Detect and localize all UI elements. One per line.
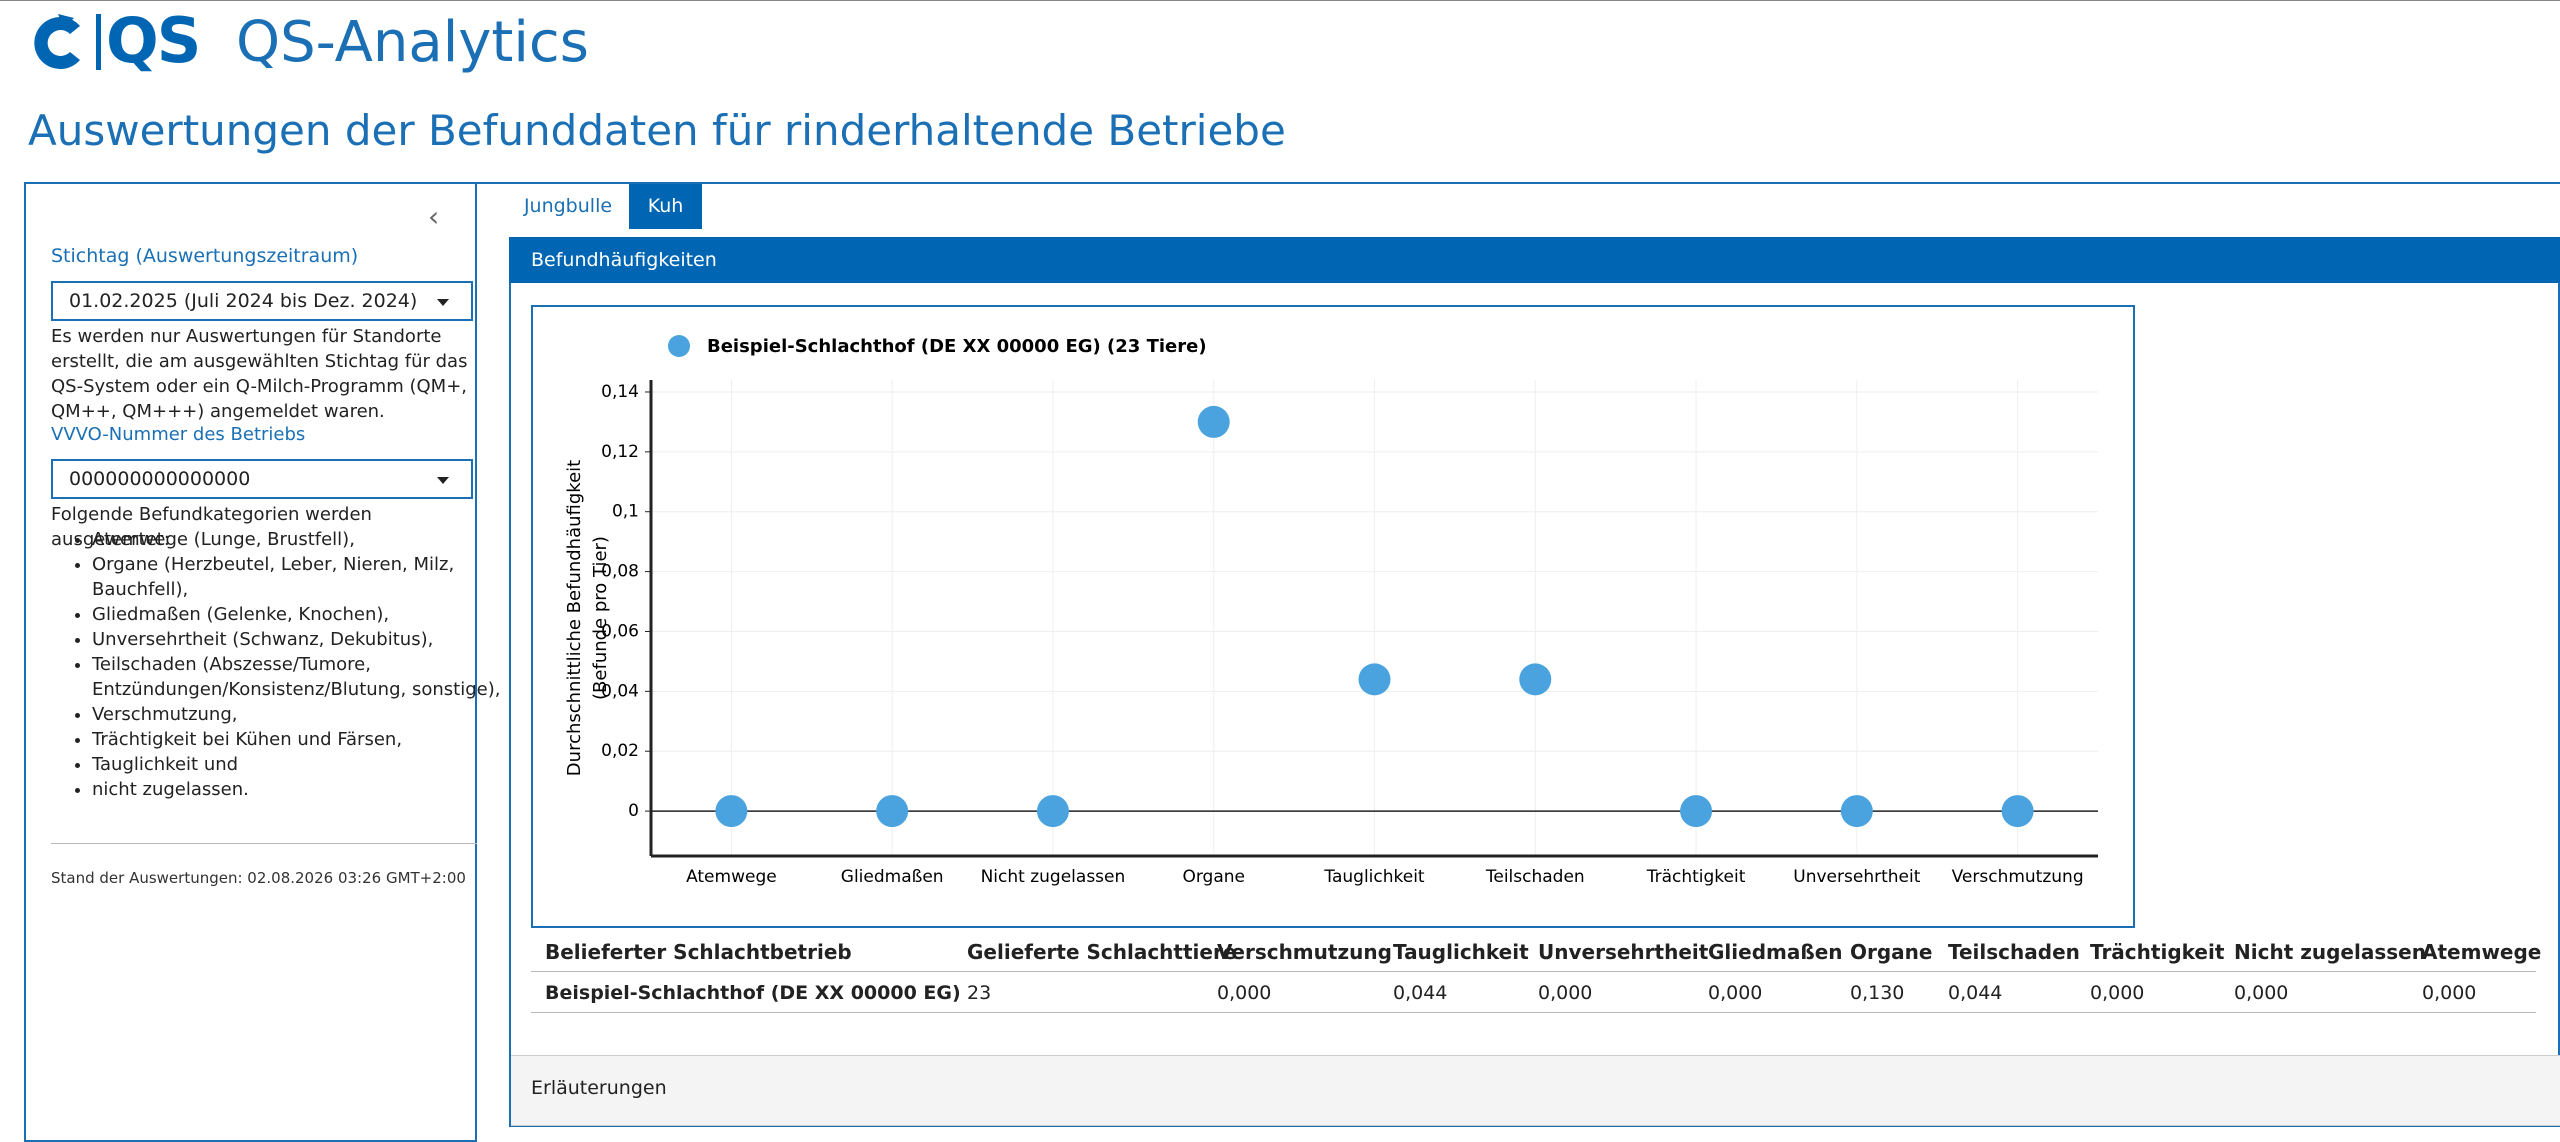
logo-separator (96, 14, 101, 70)
x-tick-label: Organe (1182, 867, 1245, 887)
table-header: Verschmutzung (1217, 940, 1392, 964)
table-cell: 0,000 (2090, 982, 2145, 1004)
table-header: Teilschaden (1948, 940, 2080, 964)
point (1519, 663, 1552, 696)
point (2001, 795, 2034, 828)
x-tick-label: Tauglichkeit (1323, 867, 1425, 887)
category-item: Unversehrtheit (Schwanz, Dekubitus), (92, 627, 522, 652)
point (1036, 795, 1069, 828)
y-tick-label: 0,14 (601, 382, 639, 402)
app-title: QS-Analytics (236, 10, 589, 75)
x-tick-label: Unversehrtheit (1793, 867, 1920, 887)
category-item: Teilschaden (Abszesse/Tumore, Entzündung… (92, 652, 522, 702)
x-tick-label: Verschmutzung (1952, 867, 2084, 887)
y-tick-label: 0 (628, 801, 639, 821)
table-cell: 0,000 (1538, 982, 1593, 1004)
y-tick-label: 0,06 (601, 621, 639, 641)
point (715, 795, 748, 828)
tab[interactable]: Jungbulle (523, 195, 613, 217)
x-tick-label: Gliedmaßen (841, 867, 944, 887)
table-rule (531, 1012, 2536, 1013)
table-rule (531, 971, 2536, 972)
y-axis-label: (Befunde pro Tier) (590, 536, 611, 700)
categories-list: Atemwege (Lunge, Brustfell),Organe (Herz… (51, 527, 522, 802)
table-header: Belieferter Schlachtbetrieb (545, 940, 852, 964)
table-cell: 0,044 (1948, 982, 2003, 1004)
table-cell: 0,044 (1393, 982, 1448, 1004)
table-cell: 0,000 (1217, 982, 1272, 1004)
categories-intro: Folgende Befundkategorien werden ausgewe… (51, 504, 372, 550)
vvvo-label: VVVO-Nummer des Betriebs (51, 424, 306, 445)
table-header: Nicht zugelassen (2234, 940, 2426, 964)
table-cell: 0,000 (1708, 982, 1763, 1004)
table-header: Gliedmaßen (1708, 940, 1843, 964)
x-tick-label: Trächtigkeit (1646, 867, 1746, 887)
x-tick-label: Teilschaden (1485, 867, 1585, 887)
table-header: Gelieferte Schlachttiere (967, 940, 1237, 964)
y-tick-label: 0,02 (601, 741, 639, 761)
table-header: Organe (1850, 940, 1933, 964)
main-top (477, 182, 2560, 184)
tab-active[interactable]: Kuh (629, 184, 702, 229)
panel-title: Befundhäufigkeiten (509, 237, 2560, 283)
point (1840, 795, 1873, 828)
category-item: Gliedmaßen (Gelenke, Knochen), (92, 602, 522, 627)
logo-icon (34, 14, 80, 69)
legend-marker (668, 335, 690, 357)
point (1358, 663, 1391, 696)
status: Stand der Auswertungen: 02.08.2026 03:26… (51, 869, 466, 887)
date-label: Stichtag (Auswertungszeitraum) (51, 245, 359, 267)
top-border (0, 0, 2560, 1)
category-item: Organe (Herzbeutel, Leber, Nieren, Milz,… (92, 552, 522, 602)
y-tick-label: 0,1 (612, 502, 639, 522)
category-item: Verschmutzung, (92, 702, 522, 727)
table-header: Trächtigkeit (2090, 940, 2225, 964)
vvvo-select[interactable]: 000000000000000 (51, 459, 473, 499)
point (1197, 405, 1230, 438)
point (1680, 795, 1713, 828)
table-cell: 0,000 (2234, 982, 2289, 1004)
table-cell: 23 (967, 982, 992, 1004)
y-tick-label: 0,08 (601, 562, 639, 582)
point (876, 795, 909, 828)
chart-frame (531, 305, 2135, 928)
collapse-button[interactable]: ‹ (428, 200, 440, 233)
legend-label: Beispiel-Schlachthof (DE XX 00000 EG) (2… (707, 336, 1207, 357)
y-tick-label: 0,12 (601, 442, 639, 462)
category-item: nicht zugelassen. (92, 777, 522, 802)
y-tick-label: 0,04 (601, 681, 639, 701)
table-cell: 0,000 (2422, 982, 2477, 1004)
explanations[interactable]: Erläuterungen (531, 1077, 667, 1099)
category-item: Atemwege (Lunge, Brustfell), (92, 527, 522, 552)
page-title: Auswertungen der Befunddaten für rinderh… (28, 106, 1286, 155)
date-select[interactable]: 01.02.2025 (Juli 2024 bis Dez. 2024) (51, 281, 473, 321)
y-axis-label: Durchschnittliche Befundhäufigkeit (564, 460, 585, 776)
logo-text: QS (106, 4, 201, 77)
x-tick-label: Nicht zugelassen (981, 867, 1126, 887)
table-cell: 0,130 (1850, 982, 1905, 1004)
table-header: Tauglichkeit (1393, 940, 1529, 964)
table-header: Unversehrtheit (1538, 940, 1709, 964)
table-header: Atemwege (2422, 940, 2542, 964)
explanations-box[interactable] (511, 1055, 2560, 1126)
divider (51, 843, 477, 844)
table: Belieferter Schlachtbetrieb Gelieferte Sc… (531, 935, 2560, 1015)
chart: 0 0,02 0,04 0,06 0,08 0,1 0,12 0,14 Atemwege Glie… (531, 305, 2135, 928)
x-tick-label: Atemwege (686, 867, 777, 887)
table-cell: Beispiel-Schlachthof (DE XX 00000 EG) (545, 982, 961, 1004)
date-note: Es werden nur Auswertungen für Standorte… (51, 326, 468, 422)
category-item: Tauglichkeit und (92, 752, 522, 777)
category-item: Trächtigkeit bei Kühen und Färsen, (92, 727, 522, 752)
